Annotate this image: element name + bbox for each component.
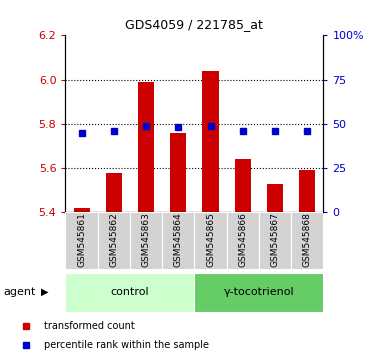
Bar	[130, 212, 162, 269]
Text: agent: agent	[4, 287, 36, 297]
Bar	[227, 212, 259, 269]
Text: GSM545866: GSM545866	[238, 212, 247, 267]
Text: GSM545867: GSM545867	[271, 212, 280, 267]
Bar	[194, 273, 323, 312]
Text: GSM545864: GSM545864	[174, 212, 183, 267]
Text: GSM545865: GSM545865	[206, 212, 215, 267]
Text: GSM545868: GSM545868	[303, 212, 312, 267]
Bar	[235, 159, 251, 212]
Bar	[74, 208, 90, 212]
Bar	[138, 82, 154, 212]
Bar	[98, 212, 130, 269]
Bar	[299, 170, 315, 212]
Text: control: control	[110, 287, 149, 297]
Bar	[65, 212, 98, 269]
Text: transformed count: transformed count	[44, 321, 135, 331]
Text: γ-tocotrienol: γ-tocotrienol	[224, 287, 294, 297]
Bar	[170, 133, 186, 212]
Text: GSM545863: GSM545863	[142, 212, 151, 267]
Title: GDS4059 / 221785_at: GDS4059 / 221785_at	[126, 18, 263, 32]
Bar	[267, 184, 283, 212]
Bar	[106, 173, 122, 212]
Bar	[65, 273, 194, 312]
Text: ▶: ▶	[40, 287, 48, 297]
Bar	[194, 212, 227, 269]
Bar	[162, 212, 194, 269]
Text: GSM545862: GSM545862	[109, 212, 118, 267]
Text: percentile rank within the sample: percentile rank within the sample	[44, 340, 209, 350]
Text: GSM545861: GSM545861	[77, 212, 86, 267]
Bar	[259, 212, 291, 269]
Bar	[203, 71, 219, 212]
Bar	[291, 212, 323, 269]
